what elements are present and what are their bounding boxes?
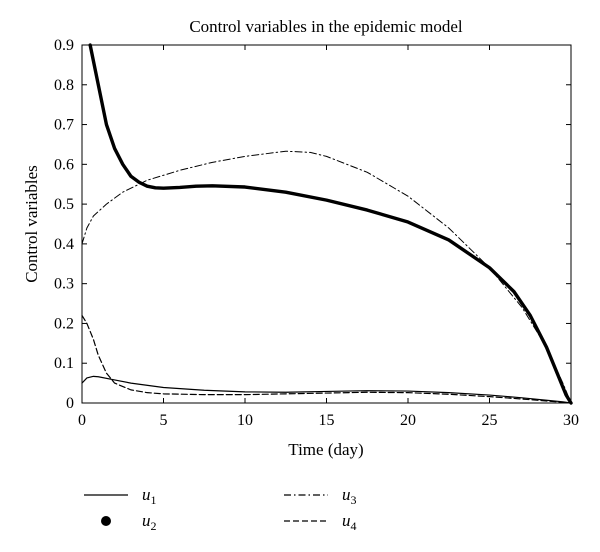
series-u3-line [81, 150, 572, 404]
x-axis-label: Time (day) [288, 440, 363, 459]
series-u4-line [81, 314, 572, 404]
legend-label: u2 [142, 511, 157, 533]
legend-marker [101, 516, 111, 526]
legend-item-u4: u4 [284, 511, 357, 533]
y-tick-label: 0.9 [54, 37, 74, 54]
axis-ticks: 0 5 10 15 20 25 30 0 0.1 0.2 0.3 0.4 0.5 0.6 0.7 0.8 0.9 [54, 37, 579, 429]
legend-label: u3 [342, 485, 357, 507]
x-tick-label: 10 [237, 412, 253, 429]
x-tick-label: 15 [319, 412, 335, 429]
x-tick-label: 5 [160, 412, 168, 429]
y-tick-label: 0.6 [54, 156, 74, 173]
y-tick-label: 0.5 [54, 196, 74, 213]
legend-item-u3: u3 [284, 485, 357, 507]
y-tick-label: 0.3 [54, 276, 74, 293]
legend: u1 u2 u3 u4 [84, 485, 357, 533]
y-tick-label: 0.2 [54, 315, 74, 332]
series-group [81, 43, 573, 405]
x-tick-label: 25 [482, 412, 498, 429]
series-u2-line [88, 43, 573, 405]
plot-frame [81, 44, 572, 404]
y-tick-label: 0.4 [54, 236, 74, 253]
chart-title: Control variables in the epidemic model [189, 17, 463, 36]
x-tick-label: 20 [400, 412, 416, 429]
x-tick-label: 30 [563, 412, 579, 429]
series-u1-line [81, 375, 572, 404]
legend-item-u1: u1 [84, 485, 157, 507]
legend-label: u1 [142, 485, 157, 507]
y-tick-label: 0 [66, 395, 74, 412]
legend-label: u4 [342, 511, 357, 533]
y-tick-label: 0.1 [54, 355, 74, 372]
legend-item-u2: u2 [101, 511, 157, 533]
y-tick-label: 0.8 [54, 77, 74, 94]
x-tick-label: 0 [78, 412, 86, 429]
y-axis-label: Control variables [22, 165, 41, 283]
y-tick-label: 0.7 [54, 117, 74, 134]
